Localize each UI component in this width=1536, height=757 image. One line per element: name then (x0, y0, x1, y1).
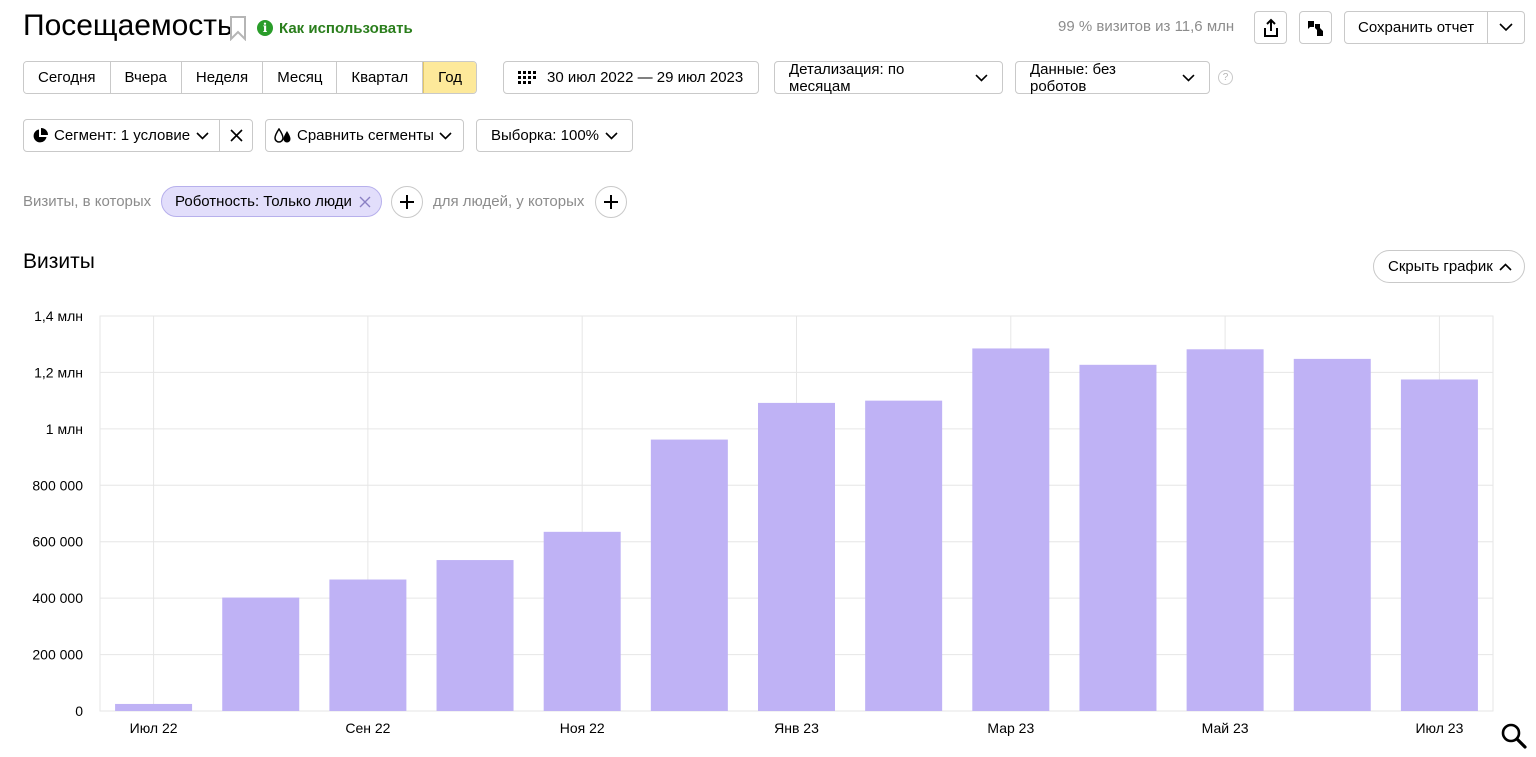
bookmark-icon[interactable] (229, 15, 247, 41)
segment-group: Сегмент: 1 условие (23, 119, 254, 152)
segment-label: Сегмент: 1 условие (54, 127, 191, 144)
period-today[interactable]: Сегодня (24, 62, 111, 93)
y-tick-label: 1,4 млн (34, 308, 83, 324)
bar-13 (1400, 379, 1478, 711)
chevron-down-icon (605, 131, 618, 140)
y-tick-label: 600 000 (32, 534, 83, 550)
bar-1 (115, 703, 193, 711)
y-tick-label: 800 000 (32, 477, 83, 493)
bar-6 (650, 439, 728, 711)
data-filter-label: Данные: без роботов (1030, 60, 1116, 95)
data-filter-dropdown[interactable]: Данные: без роботов (1015, 60, 1210, 95)
period-quarter[interactable]: Квартал (337, 62, 424, 93)
period-year[interactable]: Год (423, 62, 477, 93)
period-week[interactable]: Неделя (181, 62, 264, 93)
chart-section-title: Визиты (23, 250, 95, 273)
bar-2 (222, 597, 300, 711)
compare-icon (1307, 20, 1323, 36)
x-tick-label: Янв 23 (774, 720, 819, 736)
how-to-use-label: Как использовать (279, 19, 413, 37)
segment-clear-button[interactable] (220, 120, 252, 151)
chevron-down-icon (975, 73, 988, 82)
bar-9 (972, 348, 1050, 711)
bar-10 (1079, 364, 1157, 711)
x-tick-label: Ноя 22 (560, 720, 605, 736)
segment-dropdown[interactable]: Сегмент: 1 условие (24, 120, 221, 151)
close-icon (230, 129, 243, 142)
bar-7 (758, 402, 835, 711)
x-tick-label: Июл 23 (1415, 720, 1463, 736)
save-report-button[interactable]: Сохранить отчет (1345, 12, 1489, 43)
chevron-down-icon (439, 131, 452, 140)
bar-12 (1293, 358, 1371, 711)
help-icon[interactable]: ? (1218, 70, 1233, 85)
page-title: Посещаемость (23, 9, 233, 42)
bar-3 (329, 579, 407, 711)
detail-label: Детализация: по месяцам (789, 60, 905, 95)
y-tick-label: 400 000 (32, 590, 83, 606)
filter-prefix-text: Визиты, в которых (23, 193, 152, 210)
visits-bar-chart: 0 200 000 400 000 600 000 800 000 1 млн 1,2 мл… (32, 308, 1494, 736)
calendar-icon (518, 70, 536, 84)
chevron-up-icon (1499, 262, 1512, 271)
sample-label: Выборка: 100% (491, 127, 599, 144)
y-tick-label: 1,2 млн (34, 364, 83, 380)
plus-icon (400, 195, 414, 209)
filter-chip-label: Роботность: Только люди (175, 193, 352, 210)
pie-icon (33, 127, 48, 142)
filter-chip-robotness[interactable]: Роботность: Только люди (161, 186, 382, 217)
chevron-down-icon (1499, 23, 1513, 32)
visits-info: 99 % визитов из 11,6 млн (1058, 18, 1235, 35)
period-month[interactable]: Месяц (263, 62, 338, 93)
y-tick-label: 0 (75, 703, 83, 719)
compare-button[interactable] (1299, 11, 1332, 44)
drops-icon (274, 127, 291, 143)
how-to-use-link[interactable]: i Как использовать (257, 17, 413, 39)
save-report-menu-button[interactable] (1488, 12, 1524, 43)
bar-11 (1186, 349, 1264, 711)
share-button[interactable] (1254, 11, 1287, 44)
plus-icon (604, 195, 618, 209)
save-report-group: Сохранить отчет (1344, 11, 1526, 44)
x-tick-label: Май 23 (1202, 720, 1249, 736)
y-tick-label: 200 000 (32, 647, 83, 663)
y-tick-label: 1 млн (46, 421, 83, 437)
chevron-down-icon (1182, 73, 1195, 82)
period-yesterday[interactable]: Вчера (110, 62, 182, 93)
compare-segments-label: Сравнить сегменты (297, 127, 434, 144)
search-icon[interactable] (1500, 722, 1528, 750)
bar-5 (543, 531, 621, 711)
sample-dropdown[interactable]: Выборка: 100% (476, 119, 633, 152)
close-icon[interactable] (359, 196, 371, 208)
date-range-button[interactable]: 30 июл 2022 — 29 июл 2023 (503, 61, 759, 94)
detail-dropdown[interactable]: Детализация: по месяцам (774, 60, 1003, 95)
x-tick-label: Сен 22 (345, 720, 390, 736)
x-tick-label: Июл 22 (130, 720, 178, 736)
chevron-down-icon (196, 131, 209, 140)
add-people-filter-button[interactable] (595, 186, 627, 218)
filter-people-text: для людей, у которых (433, 193, 585, 210)
compare-segments-dropdown[interactable]: Сравнить сегменты (265, 119, 464, 152)
period-selector: Сегодня Вчера Неделя Месяц Квартал Год (23, 61, 478, 94)
add-visit-filter-button[interactable] (391, 186, 423, 218)
info-icon: i (257, 20, 273, 36)
bar-8 (865, 400, 943, 711)
bar-4 (436, 560, 514, 711)
share-icon (1263, 18, 1278, 37)
date-range-label: 30 июл 2022 — 29 июл 2023 (547, 69, 744, 86)
x-tick-label: Мар 23 (987, 720, 1034, 736)
hide-chart-label: Скрыть график (1388, 258, 1493, 275)
hide-chart-button[interactable]: Скрыть график (1373, 250, 1525, 283)
